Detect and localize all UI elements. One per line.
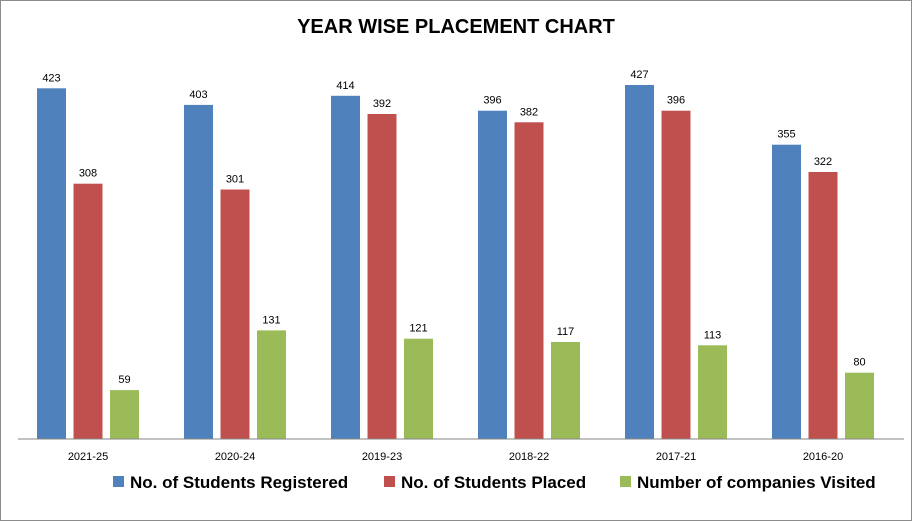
x-tick-2016-20: 2016-20: [803, 451, 843, 463]
bar-2019-23-series-1: [331, 95, 360, 440]
bar-2016-20-series-3: [845, 372, 874, 439]
data-label-2020-24-series-3: 131: [262, 314, 280, 326]
bar-2017-21-series-1: [625, 85, 654, 439]
bar-2020-24-series-1: [184, 104, 213, 440]
bar-2016-20-series-2: [808, 172, 838, 439]
data-label-2021-25-series-2: 308: [79, 168, 97, 180]
legend-label-series-3: Number of companies Visited: [637, 473, 876, 492]
bar-2021-25-series-1: [37, 88, 66, 440]
data-label-2019-23-series-1: 414: [336, 80, 354, 92]
data-label-2016-20-series-1: 355: [777, 129, 795, 141]
bar-2018-22-series-1: [478, 110, 507, 439]
bar-2021-25-series-3: [110, 390, 139, 439]
bar-2017-21-series-2: [661, 110, 691, 439]
data-label-2020-24-series-2: 301: [226, 174, 244, 186]
data-labels-group: 423 308 59 403 301 131 414 392 121 396 382 117 427 39…: [42, 69, 865, 386]
legend-label-series-1: No. of Students Registered: [130, 473, 348, 492]
data-label-2019-23-series-2: 392: [373, 98, 391, 110]
bar-2018-22-series-2: [514, 122, 544, 440]
x-tick-2017-21: 2017-21: [656, 451, 696, 463]
data-label-2021-25-series-1: 423: [42, 72, 60, 84]
bar-2017-21-series-3: [698, 345, 727, 439]
x-tick-2021-25: 2021-25: [68, 451, 108, 463]
bar-2019-23-series-3: [404, 338, 433, 439]
data-label-2021-25-series-3: 59: [118, 374, 130, 386]
data-label-2018-22-series-2: 382: [520, 106, 538, 118]
bar-2018-22-series-3: [551, 342, 580, 439]
data-label-2016-20-series-3: 80: [853, 357, 865, 369]
data-label-2019-23-series-3: 121: [409, 323, 427, 335]
data-label-2017-21-series-1: 427: [630, 69, 648, 81]
data-label-2017-21-series-3: 113: [704, 329, 722, 341]
x-tick-2020-24: 2020-24: [215, 451, 255, 463]
chart-title: YEAR WISE PLACEMENT CHART: [297, 16, 615, 38]
legend-swatch-series-2: [384, 476, 395, 487]
bar-2020-24-series-2: [220, 189, 250, 439]
data-label-2018-22-series-1: 396: [483, 95, 501, 107]
legend-swatch-series-1: [113, 476, 124, 487]
x-tick-labels: 2021-25 2020-24 2019-23 2018-22 2017-21 2016-…: [68, 451, 843, 463]
x-tick-2018-22: 2018-22: [509, 451, 549, 463]
bars-group: [37, 85, 874, 440]
bar-2020-24-series-3: [257, 330, 286, 439]
legend-swatch-series-3: [620, 476, 631, 487]
bar-2021-25-series-2: [73, 183, 103, 439]
bar-2016-20-series-1: [772, 144, 801, 439]
legend-label-series-2: No. of Students Placed: [401, 473, 586, 492]
bar-2019-23-series-2: [367, 114, 397, 439]
data-label-2020-24-series-1: 403: [189, 89, 207, 101]
data-label-2017-21-series-2: 396: [667, 95, 685, 107]
data-label-2016-20-series-2: 322: [814, 156, 832, 168]
x-tick-2019-23: 2019-23: [362, 451, 402, 463]
legend: No. of Students Registered No. of Student…: [113, 473, 876, 492]
data-label-2018-22-series-3: 117: [557, 326, 575, 338]
